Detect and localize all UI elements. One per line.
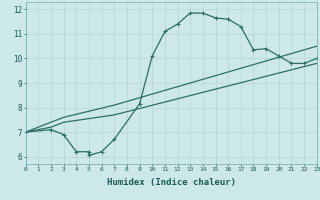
X-axis label: Humidex (Indice chaleur): Humidex (Indice chaleur) <box>107 178 236 187</box>
